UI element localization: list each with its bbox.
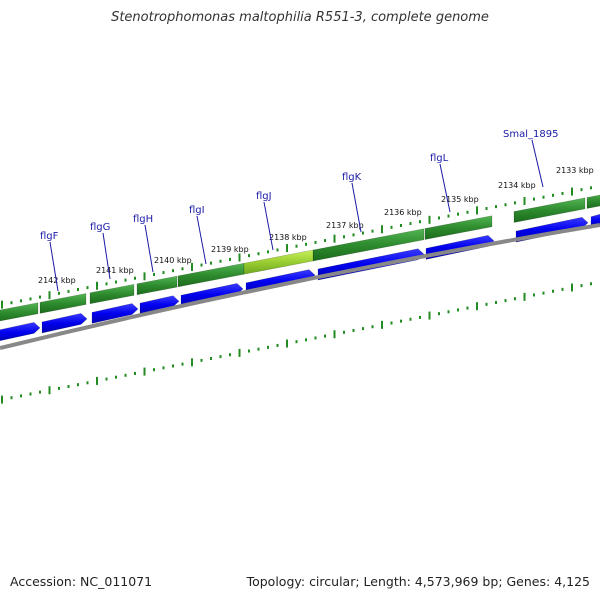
kbp-label: 2136 kbp [384, 208, 422, 217]
gene-feature[interactable] [177, 262, 245, 288]
gene-feature[interactable] [39, 293, 87, 314]
accession-value: NC_011071 [80, 574, 153, 589]
cds-feature[interactable] [91, 303, 139, 324]
gene-label[interactable]: flgF [40, 231, 59, 242]
genome-backbone [0, 223, 600, 350]
kbp-labels: 2142 kbp 2141 kbp 2140 kbp 2139 kbp 2138 kbp… [38, 166, 594, 285]
gene-feature-highlighted[interactable] [243, 249, 314, 275]
kbp-label: 2141 kbp [96, 266, 134, 275]
length-label: Length: [363, 574, 411, 589]
gene-leader-line [196, 215, 207, 265]
kbp-label: 2133 kbp [556, 166, 594, 175]
gene-track [0, 193, 600, 323]
kbp-label: 2142 kbp [38, 276, 76, 285]
gene-feature[interactable] [0, 302, 39, 323]
gene-label[interactable]: flgG [90, 222, 110, 233]
gene-leader-line [263, 201, 274, 251]
gene-leader-line [49, 241, 59, 292]
gene-leader-line [531, 139, 544, 188]
cds-feature[interactable] [0, 322, 41, 343]
gene-feature[interactable] [424, 215, 493, 240]
kbp-label: 2139 kbp [211, 245, 249, 254]
gene-feature[interactable] [136, 275, 178, 296]
gene-labels: flgF flgG flgH flgI flgJ flgK flgL Smal_1895 [40, 129, 558, 242]
gene-label-leaders [49, 139, 544, 292]
gene-leader-line [144, 224, 154, 273]
kbp-label: 2140 kbp [154, 256, 192, 265]
gene-leader-line [351, 182, 362, 233]
gene-label[interactable]: flgI [189, 205, 205, 216]
gene-label[interactable]: flgK [342, 172, 362, 183]
length-value: 4,573,969 bp [414, 574, 499, 589]
kbp-label: 2135 kbp [441, 195, 479, 204]
gene-label[interactable]: flgJ [256, 191, 272, 202]
genes-label: Genes: [506, 574, 551, 589]
kbp-label: 2138 kbp [269, 233, 307, 242]
gene-leader-line [102, 232, 111, 280]
cds-feature[interactable] [139, 295, 180, 315]
gene-feature[interactable] [586, 193, 600, 209]
genes-value: 4,125 [554, 574, 590, 589]
accession-label: Accession: [10, 574, 77, 589]
position-ticks-upper [1, 186, 592, 309]
topology-value: circular [309, 574, 356, 589]
cds-feature[interactable] [41, 312, 88, 334]
position-ticks-lower [1, 282, 592, 404]
gene-label[interactable]: Smal_1895 [503, 129, 558, 140]
gene-leader-line [439, 163, 451, 213]
map-title: Stenotrophomonas maltophilia R551-3, com… [111, 10, 489, 25]
kbp-label: 2137 kbp [326, 221, 364, 230]
gene-feature[interactable] [89, 283, 135, 305]
gene-feature[interactable] [513, 197, 586, 223]
gene-label[interactable]: flgH [133, 214, 153, 225]
topology-label: Topology: [246, 574, 306, 589]
genome-stats: Topology: circular; Length: 4,573,969 bp… [246, 574, 590, 589]
kbp-label: 2134 kbp [498, 181, 536, 190]
gene-label[interactable]: flgL [430, 153, 449, 164]
accession-info: Accession: NC_011071 [10, 574, 152, 589]
